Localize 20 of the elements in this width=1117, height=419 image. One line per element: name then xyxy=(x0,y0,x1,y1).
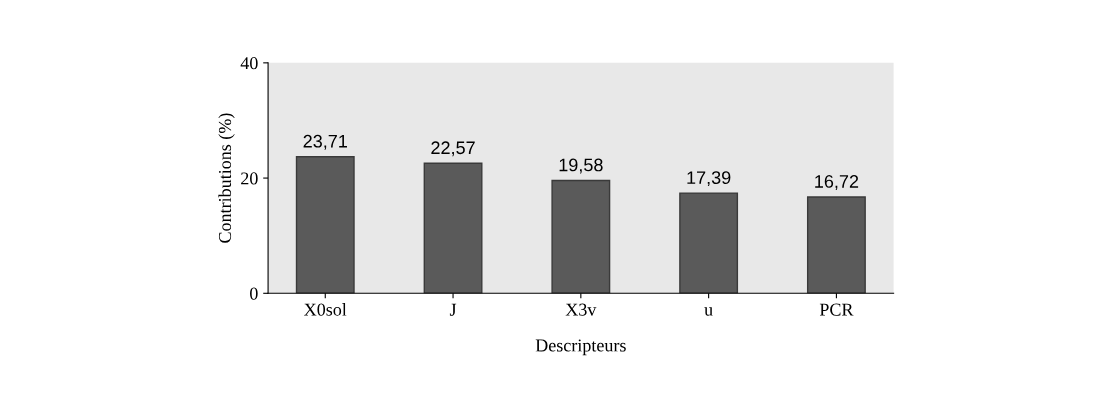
data-label: 22,57 xyxy=(431,141,475,157)
y-axis-title: Contributions (%) xyxy=(218,113,235,243)
x-tick-label: PCR xyxy=(819,303,854,316)
y-tick-label: 40 xyxy=(240,57,258,70)
y-tick-label: 20 xyxy=(241,172,258,185)
x-tick-label: X0sol xyxy=(304,303,347,316)
x-tick-label: J xyxy=(449,303,457,316)
data-label: 23,71 xyxy=(303,134,347,150)
data-label: 16,72 xyxy=(815,175,859,190)
data-label: 19,58 xyxy=(559,158,603,174)
x-axis-title: Descripteurs xyxy=(535,339,626,356)
bar xyxy=(423,162,483,294)
x-tick-label: X3v xyxy=(565,303,597,316)
bar xyxy=(295,156,355,294)
y-tick-label: 0 xyxy=(250,287,258,300)
bar xyxy=(679,192,739,294)
data-label: 17,39 xyxy=(687,171,731,187)
bar xyxy=(551,179,611,294)
x-tick-label: u xyxy=(704,307,713,316)
bar xyxy=(806,196,866,294)
